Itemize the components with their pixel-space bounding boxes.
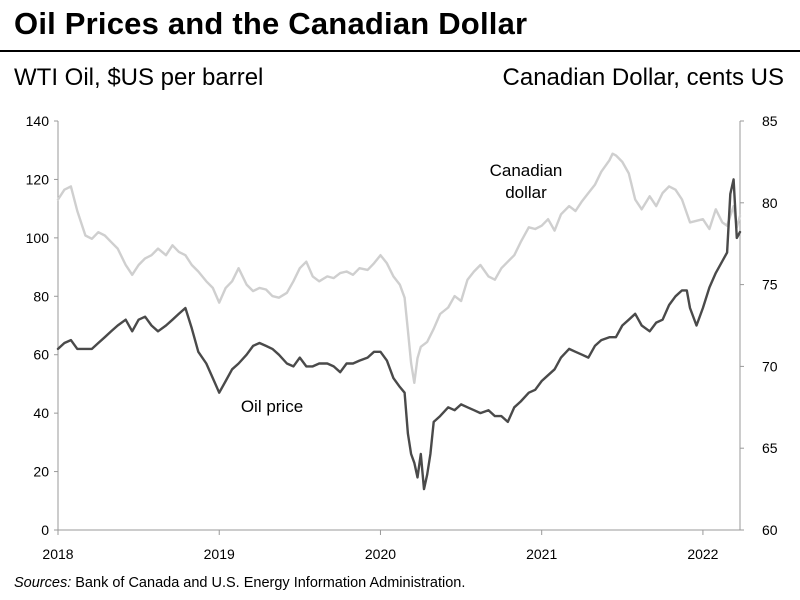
right-tick-label: 85: [762, 113, 778, 129]
right-tick-label: 75: [762, 277, 778, 293]
x-tick-label: 2022: [687, 546, 718, 562]
left-tick-label: 120: [26, 171, 50, 187]
left-tick-label: 40: [33, 405, 49, 421]
x-tick-label: 2018: [42, 546, 73, 562]
oil-series-line: [56, 178, 742, 491]
cad-annotation-line2: dollar: [505, 183, 547, 202]
left-tick-label: 100: [26, 230, 50, 246]
series-lines: [56, 152, 742, 491]
left-tick-label: 140: [26, 113, 50, 129]
cad-annotation-line1: Canadian: [490, 161, 563, 180]
right-tick-label: 65: [762, 440, 778, 456]
oil-annotation: Oil price: [241, 397, 303, 416]
x-tick-label: 2021: [526, 546, 557, 562]
right-axis-label: Canadian Dollar, cents US: [502, 64, 784, 91]
right-tick-label: 60: [762, 522, 778, 538]
cad-series-line: [56, 152, 742, 384]
chart-title: Oil Prices and the Canadian Dollar: [14, 6, 528, 41]
left-tick-label: 60: [33, 347, 49, 363]
axes: [54, 120, 744, 535]
tick-labels: 0 20 40 60 80 100 120 140 60 65 70 75 80 85 2018 2019 20…: [26, 113, 778, 562]
left-tick-label: 80: [33, 288, 49, 304]
x-tick-label: 2020: [365, 546, 396, 562]
left-tick-label: 0: [41, 522, 49, 538]
source-note: Sources: Bank of Canada and U.S. Energy …: [14, 575, 465, 591]
source-prefix: Sources:: [14, 575, 72, 591]
right-tick-label: 80: [762, 195, 778, 211]
title-rule: [0, 50, 800, 52]
left-tick-label: 20: [33, 464, 49, 480]
right-tick-label: 70: [762, 358, 778, 374]
x-tick-label: 2019: [204, 546, 235, 562]
annotations: Canadian dollar Oil price: [241, 161, 563, 416]
source-text: Bank of Canada and U.S. Energy Informati…: [71, 575, 466, 591]
left-axis-label: WTI Oil, $US per barrel: [14, 64, 264, 91]
